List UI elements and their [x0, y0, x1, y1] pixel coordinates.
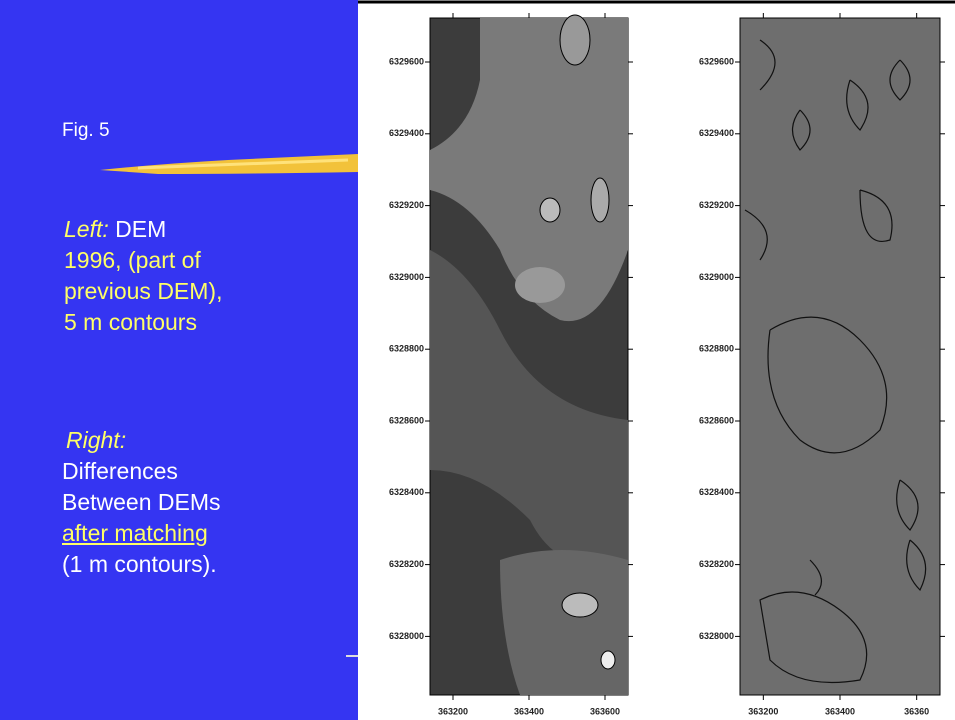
x-tick-label: 36360	[904, 706, 929, 716]
y-tick-label: 6329400	[389, 128, 424, 138]
difference-map	[740, 18, 940, 695]
y-tick-label: 6329000	[389, 272, 424, 282]
maps: 6329600 6329400 6329200 6329000 6328800 63286…	[0, 0, 955, 720]
x-tick-label: 363600	[590, 706, 620, 716]
y-tick-label: 6329400	[699, 128, 734, 138]
y-tick-label: 6328600	[389, 415, 424, 425]
y-tick-label: 6329000	[699, 272, 734, 282]
x-tick-label: 363400	[514, 706, 544, 716]
y-tick-label: 6328800	[389, 344, 424, 354]
dem-map	[430, 15, 628, 695]
y-tick-label: 6329200	[389, 200, 424, 210]
y-tick-label: 6329600	[389, 56, 424, 66]
x-tick-label: 363200	[438, 706, 468, 716]
y-tick-label: 6328000	[389, 631, 424, 641]
y-tick-label: 6328600	[699, 415, 734, 425]
y-tick-label: 6328200	[699, 559, 734, 569]
y-tick-label: 6328800	[699, 344, 734, 354]
x-tick-label: 363400	[825, 706, 855, 716]
y-tick-label: 6328400	[699, 487, 734, 497]
y-tick-label: 6328000	[699, 631, 734, 641]
y-tick-label: 6329200	[699, 200, 734, 210]
slide: Fig. 5 Left: DEM 1996, (part of previous…	[0, 0, 955, 720]
y-tick-label: 6328400	[389, 487, 424, 497]
x-tick-label: 363200	[748, 706, 778, 716]
y-tick-label: 6329600	[699, 56, 734, 66]
y-tick-label: 6328200	[389, 559, 424, 569]
